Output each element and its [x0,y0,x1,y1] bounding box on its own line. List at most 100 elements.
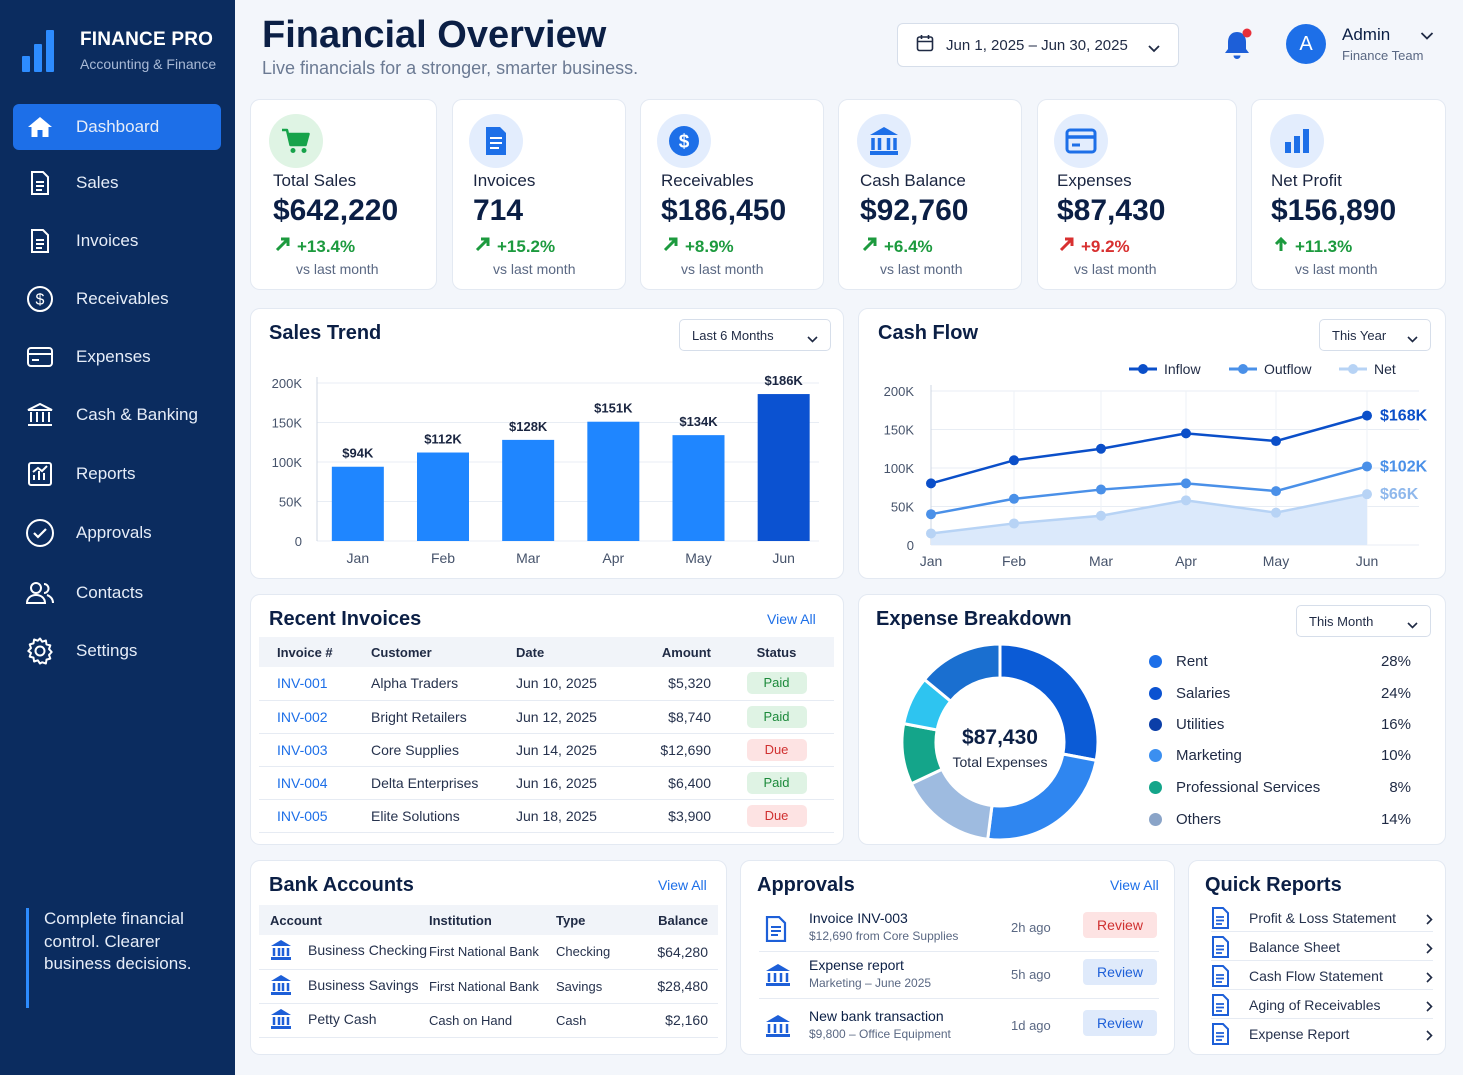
sidebar-item-sales[interactable]: Sales [13,160,221,206]
data-point[interactable] [1181,478,1191,489]
invoice-id-link[interactable]: INV-005 [259,799,371,833]
series-line-net [930,492,1368,535]
expense-breakdown-title: Expense Breakdown [876,608,1072,630]
bar-feb[interactable] [417,452,469,541]
quick-report-link[interactable]: Profit & Loss Statement [1211,904,1433,932]
expense-donut-chart: $87,430 Total Expenses [900,642,1100,842]
date-range-picker[interactable]: Jun 1, 2025 – Jun 30, 2025 [897,23,1179,67]
bar-mar[interactable] [502,439,555,541]
data-point[interactable] [926,528,936,539]
user-name[interactable]: Admin [1342,25,1391,44]
table-row[interactable]: Business Checking First National Bank Ch… [259,935,718,970]
sidebar-item-contacts[interactable]: Contacts [13,570,221,616]
invoice-id-link[interactable]: INV-001 [259,667,371,701]
data-point[interactable] [926,509,936,520]
sidebar-item-expenses[interactable]: Expenses [13,334,221,380]
data-point[interactable] [1362,410,1372,421]
review-button[interactable]: Review [1083,912,1157,938]
sidebar-item-invoices[interactable]: Invoices [13,218,221,264]
sidebar-tagline: Complete financial control. Clearer busi… [26,908,216,1008]
table-row[interactable]: Petty Cash Cash on Hand Cash $2,160 [259,1003,718,1038]
column-header: Amount [631,637,711,667]
bar-jun[interactable] [757,394,810,541]
chevron-down-icon [1407,617,1418,632]
sidebar-item-cash-banking[interactable]: Cash & Banking [13,392,221,438]
data-point[interactable] [1009,518,1019,529]
sales-trend-period-select[interactable]: Last 6 Months [679,319,831,351]
data-point[interactable] [1271,486,1281,497]
table-row[interactable]: INV-004 Delta Enterprises Jun 16, 2025 $… [259,766,834,800]
kpi-card-expenses[interactable]: Expenses $87,430 +9.2% vs last month [1037,99,1237,290]
quick-report-link[interactable]: Aging of Receivables [1211,991,1433,1019]
quick-reports-card: Quick Reports Profit & Loss Statement Bal… [1188,860,1446,1055]
data-point[interactable] [926,478,936,489]
trend-up-icon [663,236,679,257]
quick-report-link[interactable]: Cash Flow Statement [1211,962,1433,990]
sidebar-item-settings[interactable]: Settings [13,628,221,674]
avatar[interactable]: A [1286,24,1326,64]
bank-icon [270,974,292,999]
legend-dot [1149,655,1162,668]
sidebar-item-receivables[interactable]: $ Receivables [13,276,221,322]
table-row[interactable]: INV-001 Alpha Traders Jun 10, 2025 $5,32… [259,667,834,701]
table-row[interactable]: INV-002 Bright Retailers Jun 12, 2025 $8… [259,700,834,734]
recent-invoices-view-all-link[interactable]: View All [767,611,816,627]
legend-item-inflow[interactable]: Inflow [1129,361,1201,377]
kpi-card-cash-balance[interactable]: Cash Balance $92,760 +6.4% vs last month [838,99,1022,290]
data-point[interactable] [1096,484,1106,495]
invoice-id-link[interactable]: INV-004 [259,766,371,800]
kpi-card-total-sales[interactable]: Total Sales $642,220 +13.4% vs last mont… [250,99,437,290]
approval-item[interactable]: Invoice INV-003 $12,690 from Core Suppli… [759,908,1159,952]
data-point[interactable] [1271,436,1281,447]
invoice-id-link[interactable]: INV-003 [259,733,371,767]
review-button[interactable]: Review [1083,1010,1157,1036]
table-row[interactable]: INV-003 Core Supplies Jun 14, 2025 $12,6… [259,733,834,767]
data-point[interactable] [1009,455,1019,466]
bar-jan[interactable] [331,466,384,541]
expense-period-select[interactable]: This Month [1296,605,1431,637]
data-point[interactable] [1271,507,1281,518]
bar-may[interactable] [672,435,725,541]
data-point[interactable] [1009,493,1019,504]
legend-item-net[interactable]: Net [1339,361,1396,377]
net-area [931,494,1367,545]
approvals-view-all-link[interactable]: View All [1110,877,1159,893]
approval-item[interactable]: Expense report Marketing – June 2025 5h … [759,955,1159,999]
trend-up-icon [1273,236,1289,257]
data-point[interactable] [1362,489,1372,500]
y-tick-label: 150K [884,423,915,438]
chevron-down-icon[interactable] [1420,28,1434,46]
kpi-card-net-profit[interactable]: Net Profit $156,890 +11.3% vs last month [1251,99,1446,290]
kpi-card-receivables[interactable]: $ Receivables $186,450 +8.9% vs last mon… [640,99,824,290]
slice-others[interactable] [922,642,1002,704]
bar-apr[interactable] [587,421,640,541]
legend-item-outflow[interactable]: Outflow [1229,361,1312,377]
kpi-card-invoices[interactable]: Invoices 714 +15.2% vs last month [452,99,626,290]
quick-report-link[interactable]: Expense Report [1211,1020,1433,1048]
review-button[interactable]: Review [1083,959,1157,985]
bank-accounts-view-all-link[interactable]: View All [658,877,707,893]
column-header: Customer [371,637,516,667]
sidebar-item-reports[interactable]: Reports [13,451,221,497]
gear-icon [25,636,55,666]
sidebar-item-dashboard[interactable]: Dashboard [13,104,221,150]
data-point[interactable] [1096,443,1106,454]
table-row[interactable]: INV-005 Elite Solutions Jun 18, 2025 $3,… [259,799,834,833]
quick-report-link[interactable]: Balance Sheet [1211,933,1433,961]
data-point[interactable] [1181,495,1191,506]
sidebar-item-approvals[interactable]: Approvals [13,510,221,556]
legend-dot [1149,813,1162,826]
table-row[interactable]: Business Savings First National Bank Sav… [259,969,718,1004]
notification-bell-icon[interactable] [1222,28,1254,67]
report-icon [25,459,55,489]
data-point[interactable] [1181,428,1191,439]
approval-item[interactable]: New bank transaction $9,800 – Office Equ… [759,1006,1159,1050]
card-icon [1054,114,1108,168]
invoice-id-link[interactable]: INV-002 [259,700,371,734]
brand[interactable]: FINANCE PRO Accounting & Finance [22,28,216,72]
data-point[interactable] [1096,510,1106,521]
cash-flow-period-select[interactable]: This Year [1319,319,1431,351]
data-label: $112K [424,432,462,447]
slice-utilities[interactable] [909,767,994,841]
data-point[interactable] [1362,461,1372,472]
